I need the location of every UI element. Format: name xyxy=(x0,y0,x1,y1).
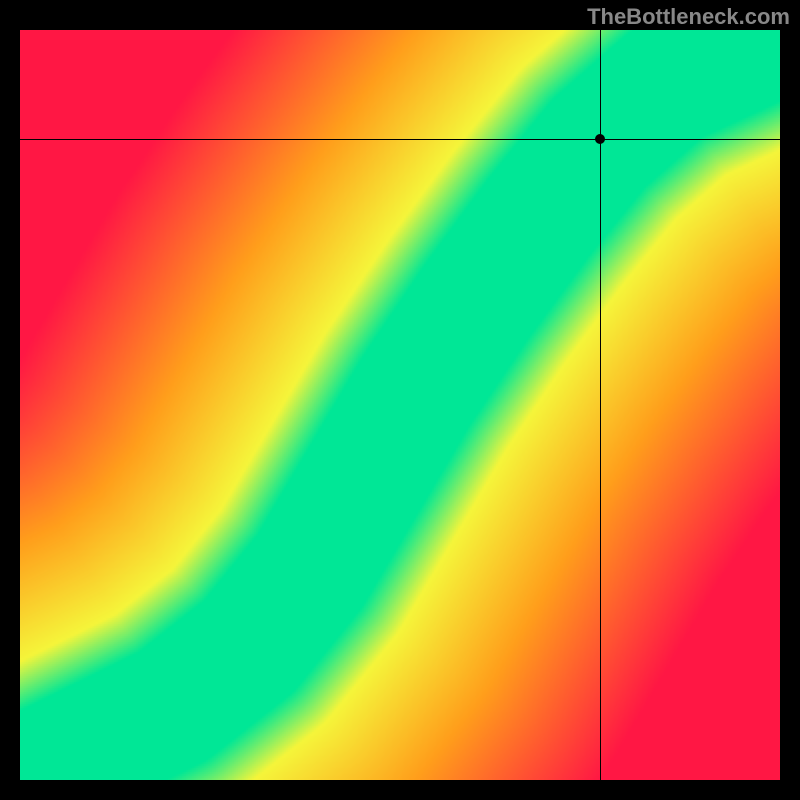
crosshair-point xyxy=(595,134,605,144)
crosshair-horizontal xyxy=(20,139,780,140)
watermark-text: TheBottleneck.com xyxy=(587,4,790,30)
plot-area xyxy=(20,30,780,780)
heatmap-canvas xyxy=(20,30,780,780)
